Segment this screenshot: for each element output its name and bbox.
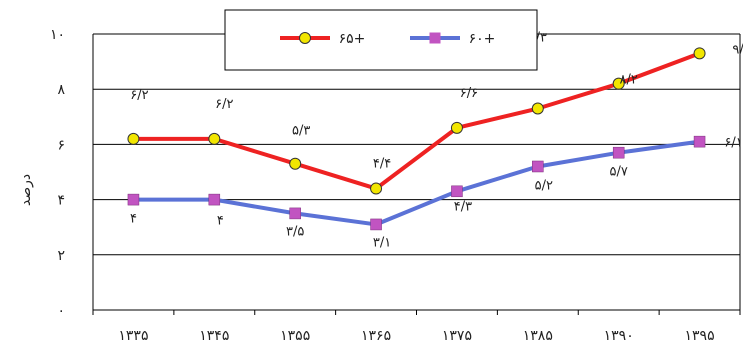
legend-box <box>224 9 538 71</box>
data-label: ۴/۳ <box>454 199 472 214</box>
data-label: ۴ <box>217 214 224 229</box>
data-point <box>612 146 625 159</box>
axis-layer: ۰ ۲ ۴ ۶ ۸ ۱۰ ۱۳۳۵ ۱۳۴۵ ۱۳۵۵ ۱۳۶۵ ۱۳۷۵ ۱۳۸۵ ۱۳۹۰ ۱۳۹۵ <box>50 27 741 344</box>
data-label: ۴/۴ <box>373 157 391 172</box>
data-point <box>612 77 625 90</box>
y-tick-label: ۴ <box>57 193 65 209</box>
series-line <box>133 139 700 227</box>
data-label: ۸/۲ <box>620 73 638 88</box>
y-tick-label: ۱۰ <box>50 27 65 43</box>
data-label: ۵/۳ <box>292 124 310 139</box>
data-label: ۶/۶ <box>460 86 478 101</box>
data-point <box>532 160 544 173</box>
data-point <box>127 132 140 145</box>
data-point <box>693 47 706 60</box>
y-axis-label: درصد <box>18 174 34 206</box>
x-tick-label: ۱۳۵۵ <box>280 328 310 344</box>
data-label: ۵/۷ <box>610 165 628 180</box>
y-tick-label: ۰ <box>57 303 65 319</box>
data-label: ۳/۱ <box>373 235 391 250</box>
x-tick-label: ۱۳۷۵ <box>442 328 472 344</box>
data-label: ۶/۲ <box>130 88 148 103</box>
y-tick-label: ۸ <box>57 82 65 98</box>
data-point <box>289 157 302 170</box>
data-point <box>450 121 463 134</box>
series-line <box>133 51 701 191</box>
legend-marker <box>429 32 441 44</box>
legend-label: ۶۵+ <box>339 31 366 47</box>
data-label-layer: ۶/۲۶/۲۵/۳۴/۴۶/۶۷/۳۸/۲۹/۳۴۴۳/۵۳/۱۴/۳۵/۲۵/… <box>130 31 743 251</box>
data-point <box>208 132 221 145</box>
data-point <box>289 207 301 220</box>
data-label: ۳/۵ <box>286 224 304 239</box>
data-point <box>693 135 706 148</box>
data-point <box>370 218 382 231</box>
legend-marker <box>299 32 311 44</box>
data-point <box>370 182 383 195</box>
data-point <box>208 193 221 206</box>
y-tick-label: ۲ <box>57 248 65 264</box>
x-tick-label: ۱۳۸۵ <box>523 328 553 344</box>
data-label: ۶/۱ <box>724 136 742 151</box>
x-tick-label: ۱۳۴۵ <box>199 328 229 344</box>
data-label: ۶/۲ <box>215 97 233 112</box>
legend-label: ۶۰+ <box>469 31 496 47</box>
data-point <box>127 193 140 206</box>
y-tick-label: ۶ <box>57 137 65 153</box>
data-point <box>451 185 463 198</box>
data-label: ۴ <box>130 212 137 227</box>
legend: ۶۵+ ۶۰+ <box>224 9 538 71</box>
data-point <box>531 102 544 115</box>
x-tick-label: ۱۳۹۰ <box>604 328 634 344</box>
series-layer <box>127 47 706 231</box>
x-tick-label: ۱۳۶۵ <box>361 328 391 344</box>
data-label: ۹/۳ <box>732 42 743 57</box>
x-tick-label: ۱۳۳۵ <box>118 328 148 344</box>
x-tick-label: ۱۳۹۵ <box>685 328 715 344</box>
data-label: ۵/۲ <box>535 178 553 193</box>
